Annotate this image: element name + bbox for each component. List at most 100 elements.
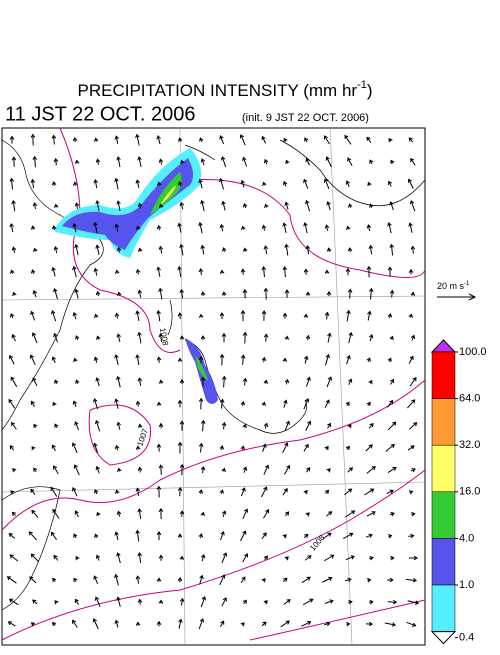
wind-arrow: [74, 202, 80, 209]
wind-arrow: [95, 158, 101, 165]
init-time: (init. 9 JST 22 OCT. 2006): [242, 112, 369, 124]
wind-arrow: [74, 510, 79, 518]
wind-arrow: [240, 622, 245, 627]
wind-arrow: [387, 312, 393, 319]
wind-arrow: [135, 133, 140, 146]
wind-arrow: [93, 398, 99, 410]
wind-arrow: [365, 533, 373, 538]
colorbar-segment: [431, 538, 456, 586]
wind-arrow: [263, 422, 269, 429]
wind-arrow: [323, 135, 330, 145]
wind-arrow: [29, 576, 37, 584]
wind-arrow: [50, 531, 57, 540]
wind-arrow: [369, 599, 374, 605]
wind-arrow: [346, 621, 351, 627]
wind-arrow: [345, 510, 356, 518]
wind-arrow: [9, 222, 14, 233]
wind-arrow: [137, 423, 143, 428]
wind-arrow: [114, 269, 120, 274]
wind-arrow: [53, 246, 59, 254]
wind-arrow: [304, 555, 312, 561]
wind-arrow: [158, 507, 164, 520]
wind-arrow: [304, 137, 309, 143]
wind-arrow: [8, 354, 15, 365]
wind-arrow: [242, 156, 248, 167]
wind-arrow: [135, 575, 141, 584]
wind-arrow: [178, 137, 183, 142]
wind-arrow: [303, 355, 309, 364]
wind-arrow: [302, 598, 314, 606]
wind-arrow: [387, 599, 398, 605]
wind-arrow: [114, 444, 120, 451]
wind-arrow: [7, 621, 16, 627]
wind-arrow: [72, 181, 78, 186]
wind-arrow: [366, 401, 371, 406]
wind-arrow: [345, 401, 350, 406]
wind-arrow: [219, 489, 224, 494]
wind-arrow: [240, 445, 245, 450]
wind-arrow: [303, 398, 310, 410]
wind-arrow: [367, 181, 372, 187]
colorbar-segment: [431, 444, 456, 493]
wind-arrow: [284, 201, 289, 210]
wind-arrow: [156, 443, 162, 452]
wind-arrow: [282, 577, 288, 583]
wind-arrow: [158, 245, 164, 254]
wind-arrow: [114, 177, 119, 190]
wind-arrow: [198, 267, 204, 276]
wind-arrow: [116, 291, 122, 296]
wind-arrow: [198, 221, 203, 234]
wind-arrow: [137, 466, 143, 473]
title-end: ): [367, 81, 373, 100]
wind-arrow: [406, 621, 417, 627]
wind-arrow: [387, 466, 397, 474]
wind-arrow: [72, 222, 77, 233]
wind-arrow: [75, 379, 80, 384]
wind-arrow: [137, 331, 142, 344]
wind-arrow: [242, 508, 249, 519]
wind-arrow: [51, 356, 56, 364]
coastlines: [1, 139, 426, 611]
wind-arrow: [344, 134, 352, 145]
wind-arrow: [52, 508, 60, 519]
wind-arrow: [11, 511, 16, 516]
wind-arrow: [94, 533, 99, 538]
wind-arrow: [75, 555, 80, 561]
wind-arrow: [30, 488, 36, 495]
wind-arrow: [326, 468, 331, 473]
wind-arrow: [388, 138, 393, 143]
wind-arrow: [410, 334, 416, 341]
wind-arrow: [263, 600, 268, 605]
wind-arrow: [135, 621, 141, 626]
wind-arrow: [12, 291, 17, 297]
wind-arrow: [200, 199, 205, 212]
wind-arrow: [116, 552, 121, 564]
wind-arrow: [324, 311, 330, 320]
map: 1008 1007 1008: [1, 127, 426, 646]
wind-arrow: [156, 401, 162, 406]
valid-time: 11 JST 22 OCT. 2006: [5, 103, 195, 125]
wind-arrow: [326, 201, 331, 211]
wind-arrow: [322, 532, 332, 540]
wind-arrow: [345, 445, 350, 450]
wind-arrow: [389, 512, 395, 517]
wind-arrow: [95, 244, 100, 255]
wind-arrow: [239, 134, 246, 146]
wind-arrow: [73, 533, 78, 539]
wind-arrow: [242, 423, 247, 428]
wind-arrow: [303, 313, 309, 318]
wind-arrow: [93, 267, 99, 276]
wind-arrow: [347, 247, 353, 253]
wind-arrow: [73, 577, 78, 582]
wind-arrow: [114, 223, 120, 232]
wind-arrow: [180, 159, 185, 165]
wind-arrow: [32, 377, 38, 387]
wind-arrow: [159, 203, 164, 208]
wind-arrow: [409, 422, 418, 430]
wind-arrow: [158, 333, 164, 343]
wind-arrow: [96, 511, 101, 517]
wind-arrow: [221, 200, 226, 211]
wind-arrow: [306, 467, 311, 473]
wind-arrow: [9, 554, 19, 562]
wind-arrow: [262, 181, 267, 187]
